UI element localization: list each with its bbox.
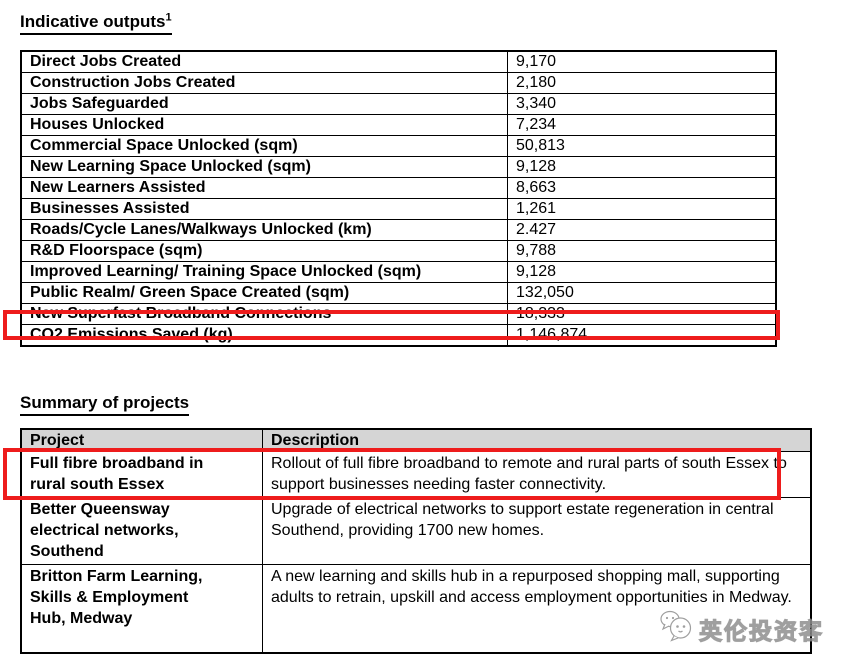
table-row: Commercial Space Unlocked (sqm) 50,813	[20, 135, 777, 157]
table-header-row: Project Description	[20, 428, 812, 452]
table-row-highlighted: New Superfast Broadband Connections 18,33…	[20, 303, 777, 325]
table-row: Britton Farm Learning, Skills & Employme…	[20, 564, 812, 654]
row-label: R&D Floorspace (sqm)	[20, 240, 508, 262]
table-row: Construction Jobs Created 2,180	[20, 72, 777, 94]
row-value: 9,128	[507, 156, 777, 178]
section-title-text: Indicative outputs	[20, 12, 166, 31]
row-value: 2.427	[507, 219, 777, 241]
section-title-indicative-outputs: Indicative outputs1	[20, 12, 172, 35]
indicative-outputs-table: Direct Jobs Created 9,170 Construction Jo…	[20, 50, 777, 347]
project-name: Full fibre broadband in rural south Esse…	[20, 451, 263, 498]
table-row: Better Queensway electrical networks, So…	[20, 497, 812, 565]
row-label: Roads/Cycle Lanes/Walkways Unlocked (km)	[20, 219, 508, 241]
row-value: 9,788	[507, 240, 777, 262]
row-value: 8,663	[507, 177, 777, 199]
row-label: Businesses Assisted	[20, 198, 508, 220]
row-value: 7,234	[507, 114, 777, 136]
project-description: Upgrade of electrical networks to suppor…	[262, 497, 812, 565]
section-title-text: Summary of projects	[20, 393, 190, 412]
table-row: Direct Jobs Created 9,170	[20, 50, 777, 73]
section-title-summary-of-projects: Summary of projects	[20, 393, 190, 416]
table-row: Houses Unlocked 7,234	[20, 114, 777, 136]
table-row: R&D Floorspace (sqm) 9,788	[20, 240, 777, 262]
row-label: New Learning Space Unlocked (sqm)	[20, 156, 508, 178]
row-label: Improved Learning/ Training Space Unlock…	[20, 261, 508, 283]
row-label: CO2 Emissions Saved (kg)	[20, 324, 508, 347]
row-label: New Learners Assisted	[20, 177, 508, 199]
table-row: Roads/Cycle Lanes/Walkways Unlocked (km)…	[20, 219, 777, 241]
row-value: 50,813	[507, 135, 777, 157]
row-value: 2,180	[507, 72, 777, 94]
project-description: A new learning and skills hub in a repur…	[262, 564, 812, 654]
project-name: Better Queensway electrical networks, So…	[20, 497, 263, 565]
table-row: Jobs Safeguarded 3,340	[20, 93, 777, 115]
footnote-marker: 1	[165, 11, 172, 24]
row-label: Direct Jobs Created	[20, 50, 508, 73]
column-header-project: Project	[20, 428, 263, 452]
row-value: 3,340	[507, 93, 777, 115]
row-label: Jobs Safeguarded	[20, 93, 508, 115]
row-value: 132,050	[507, 282, 777, 304]
table-row: New Learners Assisted 8,663	[20, 177, 777, 199]
table-row-highlighted: Full fibre broadband in rural south Esse…	[20, 451, 812, 498]
row-label: New Superfast Broadband Connections	[20, 303, 508, 325]
project-name: Britton Farm Learning, Skills & Employme…	[20, 564, 263, 654]
project-description: Rollout of full fibre broadband to remot…	[262, 451, 812, 498]
row-value: 18,333	[507, 303, 777, 325]
column-header-description: Description	[262, 428, 812, 452]
row-label: Houses Unlocked	[20, 114, 508, 136]
row-label: Construction Jobs Created	[20, 72, 508, 94]
row-value: 1,261	[507, 198, 777, 220]
table-row: Improved Learning/ Training Space Unlock…	[20, 261, 777, 283]
table-row: New Learning Space Unlocked (sqm) 9,128	[20, 156, 777, 178]
row-label: Public Realm/ Green Space Created (sqm)	[20, 282, 508, 304]
watermark-text: 英伦投资客	[699, 617, 824, 644]
row-value: 1,146,874	[507, 324, 777, 347]
watermark: 英伦投资客	[659, 610, 824, 647]
row-value: 9,170	[507, 50, 777, 73]
wechat-bubbles-icon	[659, 610, 693, 647]
table-row: Public Realm/ Green Space Created (sqm) 1…	[20, 282, 777, 304]
row-label: Commercial Space Unlocked (sqm)	[20, 135, 508, 157]
table-row: CO2 Emissions Saved (kg) 1,146,874	[20, 324, 777, 347]
table-row: Businesses Assisted 1,261	[20, 198, 777, 220]
row-value: 9,128	[507, 261, 777, 283]
